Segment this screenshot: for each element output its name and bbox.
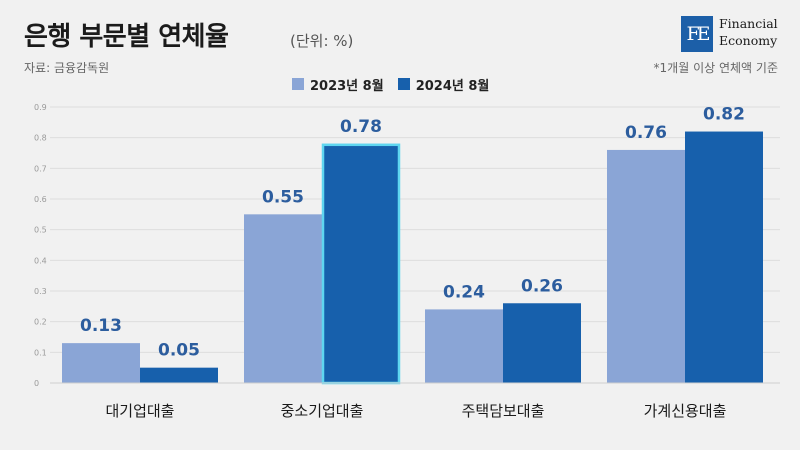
fe-logo-icon: FE bbox=[681, 16, 713, 52]
legend-swatch-2024 bbox=[397, 78, 410, 90]
logo-line-1: Financial bbox=[719, 16, 778, 31]
legend-item-2024: 2024년 8월 bbox=[397, 75, 490, 94]
data-label: 0.26 bbox=[521, 276, 563, 296]
bar-2023-0 bbox=[62, 343, 140, 383]
category-label: 가계신용대출 bbox=[644, 402, 727, 420]
y-tick-label: 0.7 bbox=[34, 164, 47, 173]
chart-legend: 2023년 8월 2024년 8월 bbox=[292, 70, 489, 98]
data-label: 0.82 bbox=[703, 105, 745, 125]
y-tick-label: 0.6 bbox=[34, 195, 47, 204]
bar-2023-2 bbox=[425, 309, 503, 383]
data-label: 0.05 bbox=[158, 341, 200, 361]
category-label: 중소기업대출 bbox=[281, 402, 364, 420]
y-tick-label: 0 bbox=[34, 379, 39, 388]
bar-2024-3 bbox=[685, 131, 763, 383]
y-tick-label: 0.4 bbox=[34, 256, 47, 265]
data-label: 0.13 bbox=[80, 316, 122, 336]
y-tick-label: 0.5 bbox=[34, 226, 47, 235]
footnote-label: *1개월 이상 연체액 기준 bbox=[653, 61, 778, 75]
category-label: 주택담보대출 bbox=[462, 402, 545, 420]
logo-text: Financial Economy bbox=[719, 15, 778, 49]
logo-line-2: Economy bbox=[719, 33, 778, 48]
legend-swatch-2023 bbox=[292, 78, 304, 90]
financial-economy-logo: FE Financial Economy bbox=[681, 15, 800, 55]
source-label: 자료: 금융감독원 bbox=[24, 61, 110, 75]
y-tick-label: 0.3 bbox=[34, 287, 47, 296]
y-tick-label: 0.8 bbox=[34, 134, 47, 143]
category-label: 대기업대출 bbox=[105, 402, 174, 420]
page-title: 은행 부문별 연체율 bbox=[24, 22, 229, 52]
data-label: 0.76 bbox=[625, 123, 667, 143]
data-label: 0.55 bbox=[262, 187, 304, 207]
unit-label: (단위: %) bbox=[290, 32, 354, 50]
data-label: 0.24 bbox=[443, 282, 485, 302]
legend-label-2023: 2023년 8월 bbox=[310, 78, 384, 94]
data-label: 0.78 bbox=[340, 117, 382, 137]
bar-2024-0 bbox=[140, 367, 218, 383]
bar-2023-3 bbox=[607, 149, 685, 383]
legend-label-2024: 2024년 8월 bbox=[415, 78, 490, 94]
bar-2024-1 bbox=[321, 143, 401, 385]
y-tick-label: 0.2 bbox=[34, 318, 47, 327]
bar-2023-1 bbox=[244, 214, 322, 383]
y-tick-label: 0.1 bbox=[34, 348, 47, 357]
bar-2024-2 bbox=[503, 303, 581, 383]
y-tick-label: 0.9 bbox=[34, 103, 47, 112]
legend-item-2023: 2023년 8월 bbox=[292, 75, 384, 94]
